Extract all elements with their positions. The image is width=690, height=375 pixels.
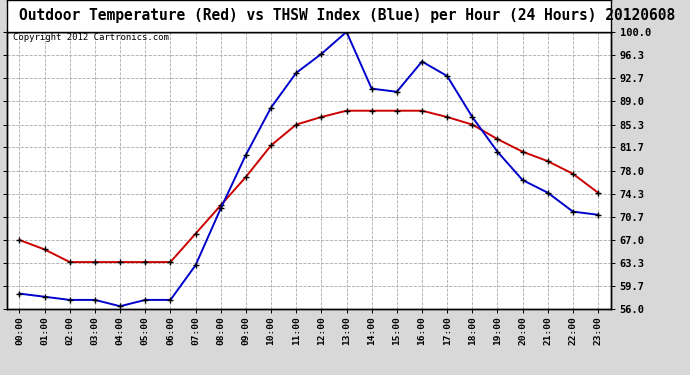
Text: Copyright 2012 Cartronics.com: Copyright 2012 Cartronics.com bbox=[13, 33, 169, 42]
Text: Outdoor Temperature (Red) vs THSW Index (Blue) per Hour (24 Hours) 20120608: Outdoor Temperature (Red) vs THSW Index … bbox=[19, 9, 676, 23]
